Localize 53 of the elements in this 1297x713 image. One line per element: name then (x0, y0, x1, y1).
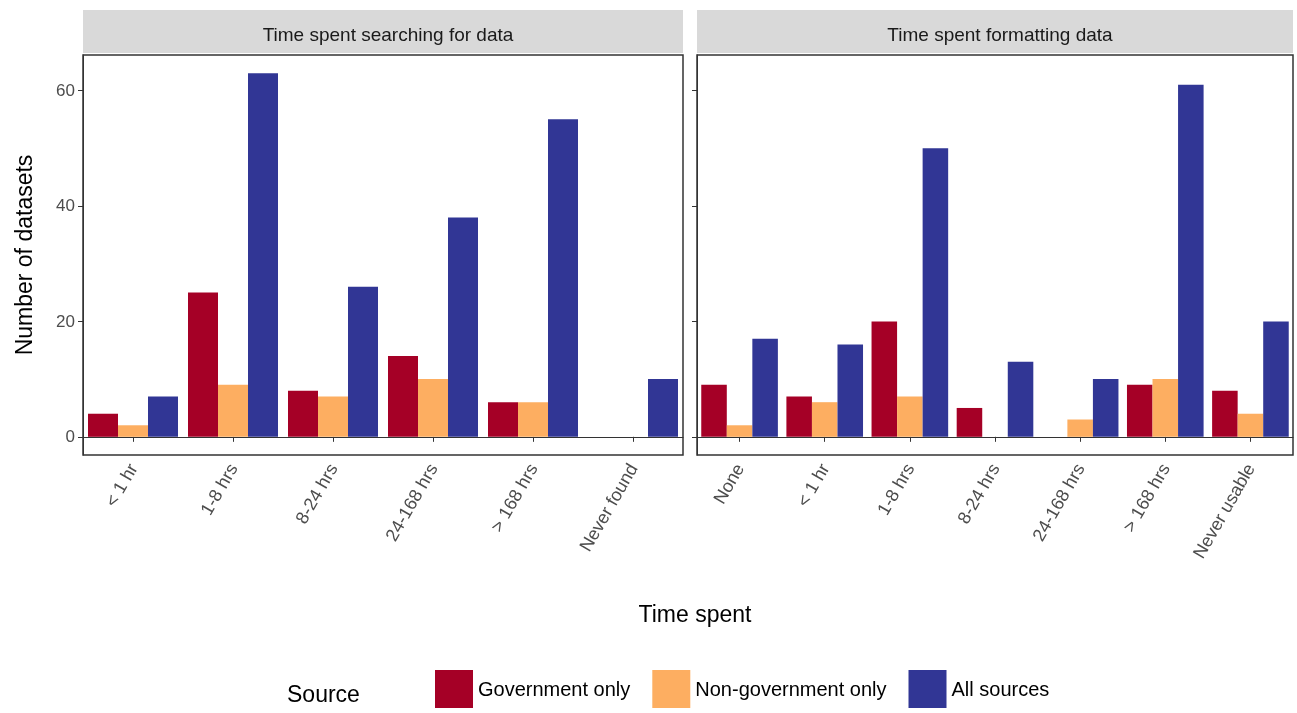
bar (1237, 413, 1264, 437)
bar (318, 396, 348, 437)
bar (1178, 84, 1204, 437)
bar (288, 390, 318, 437)
bar (1126, 384, 1153, 437)
bar (418, 379, 448, 437)
bar (871, 321, 898, 437)
bar (786, 396, 812, 437)
bar (726, 425, 753, 437)
bar (548, 119, 578, 437)
legend-label: Non-government only (695, 678, 887, 700)
bar (448, 217, 478, 437)
bar (956, 407, 983, 437)
bar (488, 402, 518, 437)
bar (922, 148, 949, 437)
bar (348, 286, 378, 437)
bar (701, 384, 727, 437)
bar (897, 396, 923, 437)
bar (118, 425, 148, 437)
bar (188, 292, 218, 437)
bar (648, 379, 678, 437)
bar (837, 344, 864, 437)
bar (388, 356, 418, 437)
x-tick-label: < 1 hr (792, 460, 834, 511)
x-tick-label: < 1 hr (101, 460, 142, 511)
bar (1067, 419, 1093, 437)
y-tick-label: 60 (56, 81, 75, 100)
chart-title: Time spent formatting data (887, 24, 1114, 45)
x-tick-label: > 168 hrs (486, 460, 542, 536)
bar (1152, 379, 1179, 437)
bar (1263, 321, 1289, 437)
bar (248, 73, 278, 437)
bar (1212, 390, 1238, 437)
bar (1092, 379, 1119, 437)
bar (752, 338, 778, 437)
legend-label: All sources (951, 678, 1050, 700)
x-tick-label: 1-8 hrs (873, 460, 919, 519)
x-axis-title: Time spent (638, 600, 753, 627)
x-tick-label: > 168 hrs (1118, 460, 1174, 536)
chart-title: Time spent searching for data (262, 24, 514, 45)
y-axis-title: Number of datasets (10, 154, 37, 356)
bar (88, 413, 118, 437)
x-tick-label: 1-8 hrs (196, 460, 242, 519)
legend-label: Government only (478, 678, 631, 700)
y-tick-label: 0 (65, 427, 75, 447)
bar (218, 384, 248, 437)
legend-title: Source (287, 680, 360, 707)
y-tick-label: 40 (56, 196, 75, 216)
bar (148, 396, 178, 437)
bar (811, 402, 838, 437)
bar (1007, 361, 1034, 437)
y-tick-label: 20 (56, 311, 75, 331)
bar (518, 402, 548, 437)
